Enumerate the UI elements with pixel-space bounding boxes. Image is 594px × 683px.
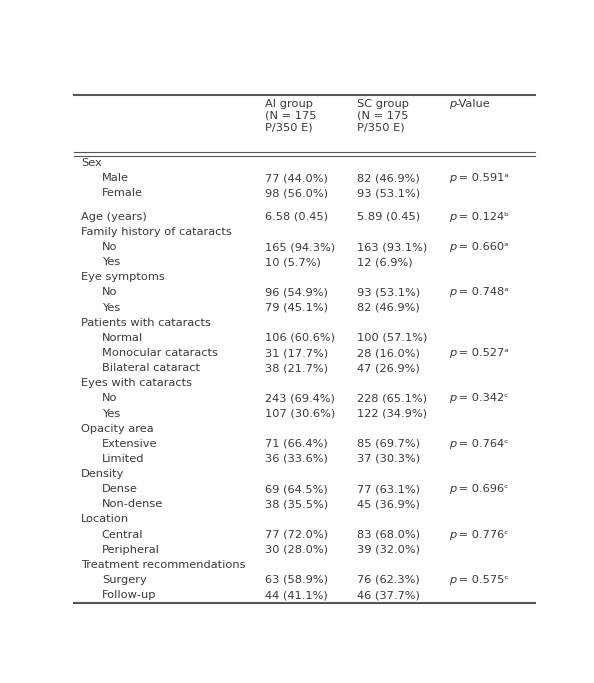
Text: p: p bbox=[450, 212, 457, 222]
Text: -Value: -Value bbox=[456, 99, 490, 109]
Text: 122 (34.9%): 122 (34.9%) bbox=[358, 408, 427, 419]
Text: p: p bbox=[450, 529, 457, 540]
Text: Family history of cataracts: Family history of cataracts bbox=[81, 227, 232, 237]
Text: = 0.342ᶜ: = 0.342ᶜ bbox=[455, 393, 508, 404]
Text: Peripheral: Peripheral bbox=[102, 544, 160, 555]
Text: Patients with cataracts: Patients with cataracts bbox=[81, 318, 211, 328]
Text: 79 (45.1%): 79 (45.1%) bbox=[266, 303, 328, 313]
Text: 77 (63.1%): 77 (63.1%) bbox=[358, 484, 421, 494]
Text: = 0.764ᶜ: = 0.764ᶜ bbox=[455, 438, 508, 449]
Text: Normal: Normal bbox=[102, 333, 143, 343]
Text: p: p bbox=[450, 393, 457, 404]
Text: SC group
(N = 175
P/350 E): SC group (N = 175 P/350 E) bbox=[358, 99, 409, 133]
Text: p: p bbox=[450, 173, 457, 183]
Text: 77 (72.0%): 77 (72.0%) bbox=[266, 529, 328, 540]
Text: = 0.696ᶜ: = 0.696ᶜ bbox=[455, 484, 508, 494]
Text: Opacity area: Opacity area bbox=[81, 423, 154, 434]
Text: Yes: Yes bbox=[102, 257, 120, 267]
Text: Density: Density bbox=[81, 469, 125, 479]
Text: Limited: Limited bbox=[102, 454, 144, 464]
Text: Central: Central bbox=[102, 529, 143, 540]
Text: No: No bbox=[102, 393, 118, 404]
Text: Non-dense: Non-dense bbox=[102, 499, 163, 510]
Text: 93 (53.1%): 93 (53.1%) bbox=[358, 189, 421, 198]
Text: 39 (32.0%): 39 (32.0%) bbox=[358, 544, 421, 555]
Text: p: p bbox=[450, 288, 457, 298]
Text: 63 (58.9%): 63 (58.9%) bbox=[266, 575, 328, 585]
Text: 46 (37.7%): 46 (37.7%) bbox=[358, 590, 420, 600]
Text: p: p bbox=[450, 575, 457, 585]
Text: 69 (64.5%): 69 (64.5%) bbox=[266, 484, 328, 494]
Text: Extensive: Extensive bbox=[102, 438, 157, 449]
Text: 30 (28.0%): 30 (28.0%) bbox=[266, 544, 328, 555]
Text: Monocular cataracts: Monocular cataracts bbox=[102, 348, 218, 358]
Text: Follow-up: Follow-up bbox=[102, 590, 156, 600]
Text: 107 (30.6%): 107 (30.6%) bbox=[266, 408, 336, 419]
Text: p: p bbox=[450, 348, 457, 358]
Text: 31 (17.7%): 31 (17.7%) bbox=[266, 348, 328, 358]
Text: Sex: Sex bbox=[81, 158, 102, 168]
Text: Location: Location bbox=[81, 514, 129, 525]
Text: Yes: Yes bbox=[102, 408, 120, 419]
Text: p: p bbox=[450, 438, 457, 449]
Text: 82 (46.9%): 82 (46.9%) bbox=[358, 173, 420, 183]
Text: 228 (65.1%): 228 (65.1%) bbox=[358, 393, 427, 404]
Text: 36 (33.6%): 36 (33.6%) bbox=[266, 454, 328, 464]
Text: 12 (6.9%): 12 (6.9%) bbox=[358, 257, 413, 267]
Text: 47 (26.9%): 47 (26.9%) bbox=[358, 363, 420, 373]
Text: 85 (69.7%): 85 (69.7%) bbox=[358, 438, 421, 449]
Text: 98 (56.0%): 98 (56.0%) bbox=[266, 189, 328, 198]
Text: = 0.591ᵃ: = 0.591ᵃ bbox=[455, 173, 508, 183]
Text: p: p bbox=[450, 242, 457, 252]
Text: Yes: Yes bbox=[102, 303, 120, 313]
Text: Age (years): Age (years) bbox=[81, 212, 147, 222]
Text: Female: Female bbox=[102, 189, 143, 198]
Text: Eyes with cataracts: Eyes with cataracts bbox=[81, 378, 192, 388]
Text: p: p bbox=[450, 99, 457, 109]
Text: Eye symptoms: Eye symptoms bbox=[81, 273, 165, 282]
Text: 100 (57.1%): 100 (57.1%) bbox=[358, 333, 428, 343]
Text: 243 (69.4%): 243 (69.4%) bbox=[266, 393, 335, 404]
Text: Male: Male bbox=[102, 173, 129, 183]
Text: 6.58 (0.45): 6.58 (0.45) bbox=[266, 212, 328, 222]
Text: No: No bbox=[102, 242, 118, 252]
Text: Surgery: Surgery bbox=[102, 575, 147, 585]
Text: = 0.575ᶜ: = 0.575ᶜ bbox=[455, 575, 508, 585]
Text: 28 (16.0%): 28 (16.0%) bbox=[358, 348, 420, 358]
Text: 71 (66.4%): 71 (66.4%) bbox=[266, 438, 328, 449]
Text: 45 (36.9%): 45 (36.9%) bbox=[358, 499, 420, 510]
Text: 37 (30.3%): 37 (30.3%) bbox=[358, 454, 421, 464]
Text: = 0.776ᶜ: = 0.776ᶜ bbox=[455, 529, 508, 540]
Text: = 0.660ᵃ: = 0.660ᵃ bbox=[455, 242, 508, 252]
Text: 10 (5.7%): 10 (5.7%) bbox=[266, 257, 321, 267]
Text: Dense: Dense bbox=[102, 484, 138, 494]
Text: 165 (94.3%): 165 (94.3%) bbox=[266, 242, 336, 252]
Text: 38 (21.7%): 38 (21.7%) bbox=[266, 363, 328, 373]
Text: Treatment recommendations: Treatment recommendations bbox=[81, 560, 246, 570]
Text: 38 (35.5%): 38 (35.5%) bbox=[266, 499, 328, 510]
Text: 76 (62.3%): 76 (62.3%) bbox=[358, 575, 420, 585]
Text: 106 (60.6%): 106 (60.6%) bbox=[266, 333, 335, 343]
Text: p: p bbox=[450, 484, 457, 494]
Text: 44 (41.1%): 44 (41.1%) bbox=[266, 590, 328, 600]
Text: = 0.527ᵃ: = 0.527ᵃ bbox=[455, 348, 508, 358]
Text: = 0.748ᵃ: = 0.748ᵃ bbox=[455, 288, 508, 298]
Text: 82 (46.9%): 82 (46.9%) bbox=[358, 303, 420, 313]
Text: 163 (93.1%): 163 (93.1%) bbox=[358, 242, 428, 252]
Text: No: No bbox=[102, 288, 118, 298]
Text: 5.89 (0.45): 5.89 (0.45) bbox=[358, 212, 421, 222]
Text: 77 (44.0%): 77 (44.0%) bbox=[266, 173, 328, 183]
Text: 83 (68.0%): 83 (68.0%) bbox=[358, 529, 421, 540]
Text: AI group
(N = 175
P/350 E): AI group (N = 175 P/350 E) bbox=[266, 99, 317, 133]
Text: 93 (53.1%): 93 (53.1%) bbox=[358, 288, 421, 298]
Text: 96 (54.9%): 96 (54.9%) bbox=[266, 288, 328, 298]
Text: Bilateral cataract: Bilateral cataract bbox=[102, 363, 200, 373]
Text: = 0.124ᵇ: = 0.124ᵇ bbox=[455, 212, 509, 222]
